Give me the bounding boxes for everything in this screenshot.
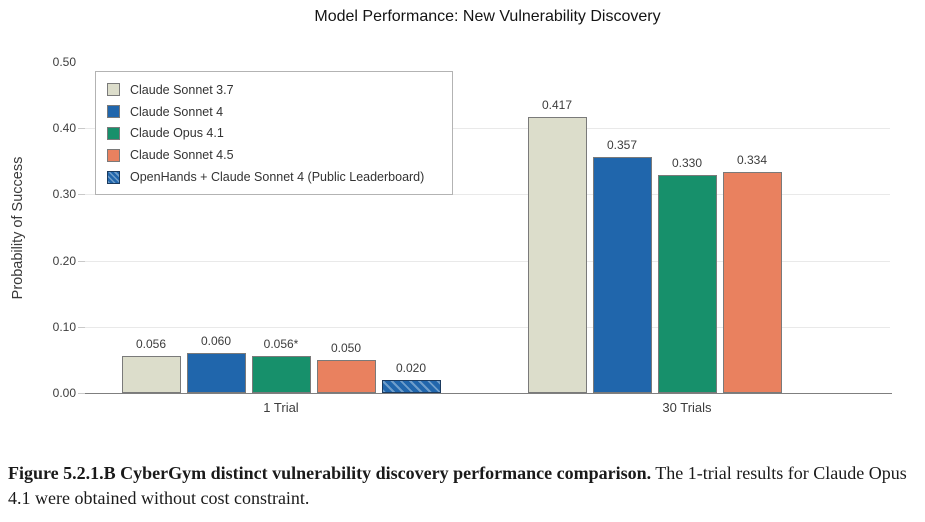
y-tick-label: 0.10 <box>52 319 76 334</box>
y-tick-mark <box>78 194 85 196</box>
legend-label: OpenHands + Claude Sonnet 4 (Public Lead… <box>130 170 425 185</box>
x-axis-line <box>85 393 892 394</box>
gridline <box>85 194 890 196</box>
legend: Claude Sonnet 3.7 Claude Sonnet 4 Claude O… <box>95 71 453 195</box>
chart-title: Model Performance: New Vulnerability Dis… <box>314 8 661 25</box>
legend-swatch-icon <box>107 148 120 162</box>
bar <box>316 359 376 393</box>
legend-label: Claude Sonnet 4 <box>130 104 224 119</box>
bar-value-label: 0.056* <box>263 336 299 351</box>
bar <box>121 355 181 393</box>
legend-item: OpenHands + Claude Sonnet 4 (Public Lead… <box>107 166 442 188</box>
legend-swatch-icon <box>107 126 120 140</box>
bar-value-label: 0.060 <box>200 334 232 349</box>
caption-regular: The 1-trial results for Claude Opus 4.1 … <box>8 463 907 508</box>
bar-value-label: 0.330 <box>671 155 703 170</box>
legend-swatch-hatched-icon <box>107 170 120 184</box>
y-tick-mark <box>78 260 85 262</box>
y-tick-label: 0.50 <box>52 55 76 69</box>
gridline <box>85 260 890 262</box>
legend-label: Claude Opus 4.1 <box>130 126 224 141</box>
bar <box>381 379 441 393</box>
bar-value-label: 0.050 <box>330 340 362 355</box>
y-tick-label: 0.40 <box>52 121 76 136</box>
bar-value-label: 0.334 <box>736 152 768 167</box>
bar <box>186 353 246 393</box>
legend-item: Claude Sonnet 3.7 <box>107 79 442 101</box>
bar <box>251 355 311 393</box>
x-category-label: 30 Trials <box>662 400 712 415</box>
y-tick-mark <box>78 128 85 130</box>
y-axis-label: Probability of Success <box>10 156 26 300</box>
legend-swatch-icon <box>107 105 120 119</box>
legend-label: Claude Sonnet 3.7 <box>130 82 234 97</box>
gridline <box>85 128 890 130</box>
caption: Figure 5.2.1.B CyberGym distinct vulnera… <box>8 461 913 511</box>
bar <box>657 174 717 393</box>
bar <box>722 171 782 393</box>
y-tick-label: 0.00 <box>52 386 76 400</box>
bar-value-label: 0.417 <box>541 97 573 112</box>
y-tick-mark <box>78 393 85 394</box>
bar <box>592 156 652 393</box>
caption-bold: Figure 5.2.1.B CyberGym distinct vulnera… <box>8 463 652 483</box>
bar-value-label: 0.020 <box>395 360 427 375</box>
gridline <box>85 326 890 328</box>
bar-value-label: 0.056 <box>135 336 167 351</box>
legend-item: Claude Sonnet 4.5 <box>107 144 442 166</box>
x-category-label: 1 Trial <box>263 400 299 415</box>
y-tick-label: 0.20 <box>52 253 76 268</box>
bar <box>527 116 587 393</box>
legend-item: Claude Opus 4.1 <box>107 123 442 145</box>
y-tick-mark <box>78 326 85 328</box>
legend-label: Claude Sonnet 4.5 <box>130 148 234 163</box>
bar-value-label: 0.357 <box>606 137 638 152</box>
y-tick-label: 0.30 <box>52 187 76 202</box>
legend-swatch-icon <box>107 83 120 97</box>
legend-item: Claude Sonnet 4 <box>107 101 442 123</box>
plot-area: 0.056 0.060 0.056* 0.050 0.020 0.417 0.357 0.33… <box>85 62 890 393</box>
